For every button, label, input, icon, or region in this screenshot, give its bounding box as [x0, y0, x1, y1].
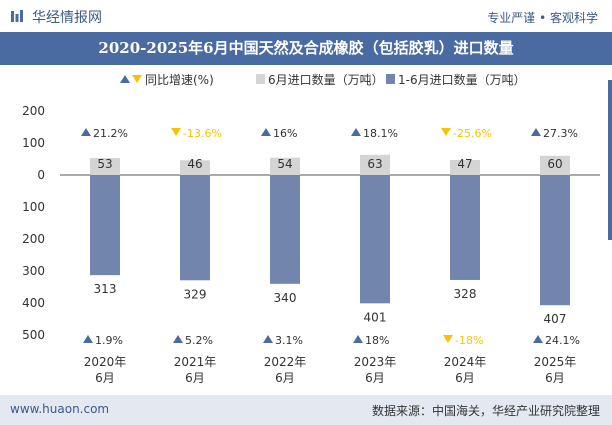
growth-monthly-label: -13.6%: [183, 127, 222, 140]
growth-cumulative-label: 1.9%: [95, 334, 123, 347]
cumulative-value-label: 329: [184, 287, 207, 301]
cumulative-value-label: 340: [274, 291, 297, 305]
bars: [90, 154, 570, 306]
growth-down-icon: [441, 128, 451, 136]
growth-cumulative-label: -18%: [455, 334, 483, 347]
x-tick-label-year: 2023年: [354, 355, 397, 369]
bar-monthly: [540, 155, 570, 175]
monthly-value-label: 63: [367, 157, 382, 171]
legend-up-triangle-icon: [120, 75, 130, 83]
cumulative-value-label: 313: [94, 282, 117, 296]
growth-up-icon: [83, 335, 93, 343]
right-accent-bar: [608, 80, 612, 240]
bar-cumulative: [360, 175, 390, 304]
y-tick-label: 200: [22, 232, 45, 246]
brand-logo-icon: [11, 10, 23, 22]
x-tick-label-month: 6月: [185, 371, 205, 385]
chart-title: 2020-2025年6月中国天然及合成橡胶（包括胶乳）进口数量: [98, 39, 514, 57]
y-tick-label: 400: [22, 296, 45, 310]
x-tick-label-year: 2024年: [444, 355, 487, 369]
data-labels: 53 313 21.2% 1.9% 46 329 -13.6% 5.2% 54 340 16% 3.1…: [81, 127, 580, 347]
x-tick-label-year: 2022年: [264, 355, 307, 369]
top-bar: 华经情报网 专业严谨 • 客观科学: [0, 0, 612, 32]
x-tick-label-year: 2020年: [84, 355, 127, 369]
growth-up-icon: [81, 128, 91, 136]
monthly-value-label: 47: [457, 157, 472, 171]
growth-down-icon: [443, 335, 453, 343]
growth-up-icon: [173, 335, 183, 343]
cumulative-value-label: 328: [454, 287, 477, 301]
bar-cumulative: [90, 175, 120, 276]
bar-cumulative: [270, 175, 300, 284]
growth-up-icon: [533, 335, 543, 343]
growth-monthly-label: 21.2%: [93, 127, 128, 140]
footer-source: 数据来源：中国海关，华经产业研究院整理: [371, 404, 600, 418]
x-tick-label-month: 6月: [545, 371, 565, 385]
monthly-value-label: 54: [277, 157, 292, 171]
growth-monthly-label: 16%: [273, 127, 297, 140]
footer-url: www.huaon.com: [10, 402, 110, 416]
y-tick-label: 0: [37, 168, 45, 182]
bar-cumulative: [180, 175, 210, 281]
tagline: 专业严谨 • 客观科学: [487, 11, 598, 25]
y-tick-label: 100: [22, 136, 45, 150]
monthly-value-label: 46: [187, 157, 202, 171]
growth-up-icon: [351, 128, 361, 136]
growth-down-icon: [171, 128, 181, 136]
site-name: 华经情报网: [32, 10, 102, 26]
cumulative-value-label: 401: [364, 310, 387, 324]
growth-cumulative-label: 3.1%: [275, 334, 303, 347]
y-tick-label: 100: [22, 200, 45, 214]
y-tick-label: 500: [22, 328, 45, 342]
legend-cumulative-label: 1-6月进口数量（万吨）: [398, 72, 526, 87]
bar-cumulative: [450, 175, 480, 280]
legend-down-triangle-icon: [132, 75, 142, 83]
growth-up-icon: [261, 128, 271, 136]
x-axis: 2020年 6月 2021年 6月 2022年 6月 2023年 6月 2024年 6月 2025年…: [84, 355, 577, 385]
growth-monthly-label: 27.3%: [543, 127, 578, 140]
bar-monthly: [450, 159, 480, 175]
chart-legend: 同比增速(%) 6月进口数量（万吨） 1-6月进口数量（万吨）: [120, 72, 526, 87]
y-tick-label: 300: [22, 264, 45, 278]
legend-growth-label: 同比增速(%): [145, 73, 214, 87]
legend-monthly-swatch: [256, 74, 265, 84]
footer: www.huaon.com 数据来源：中国海关，华经产业研究院整理: [0, 395, 612, 425]
legend-cumulative-swatch: [386, 74, 395, 84]
x-tick-label-month: 6月: [95, 371, 115, 385]
legend-monthly-label: 6月进口数量（万吨）: [268, 72, 384, 87]
x-tick-label-year: 2021年: [174, 355, 217, 369]
monthly-value-label: 53: [97, 157, 112, 171]
x-tick-label-month: 6月: [365, 371, 385, 385]
y-tick-label: 200: [22, 104, 45, 118]
growth-monthly-label: -25.6%: [453, 127, 492, 140]
x-tick-label-month: 6月: [275, 371, 295, 385]
title-bar: 2020-2025年6月中国天然及合成橡胶（包括胶乳）进口数量: [0, 32, 612, 65]
growth-up-icon: [263, 335, 273, 343]
bar-chart: 同比增速(%) 6月进口数量（万吨） 1-6月进口数量（万吨） 200 100 0 100…: [22, 72, 600, 385]
bar-cumulative: [540, 175, 570, 306]
bar-monthly: [90, 158, 120, 175]
y-axis: 200 100 0 100 200 300 400 500: [22, 104, 45, 342]
bar-monthly: [180, 160, 210, 175]
growth-cumulative-label: 5.2%: [185, 334, 213, 347]
growth-up-icon: [353, 335, 363, 343]
bar-monthly: [270, 157, 300, 175]
growth-cumulative-label: 24.1%: [545, 334, 580, 347]
monthly-value-label: 60: [547, 157, 562, 171]
growth-cumulative-label: 18%: [365, 334, 389, 347]
growth-up-icon: [531, 128, 541, 136]
growth-monthly-label: 18.1%: [363, 127, 398, 140]
cumulative-value-label: 407: [544, 312, 567, 326]
x-tick-label-year: 2025年: [534, 355, 577, 369]
x-tick-label-month: 6月: [455, 371, 475, 385]
bar-monthly: [360, 154, 390, 175]
